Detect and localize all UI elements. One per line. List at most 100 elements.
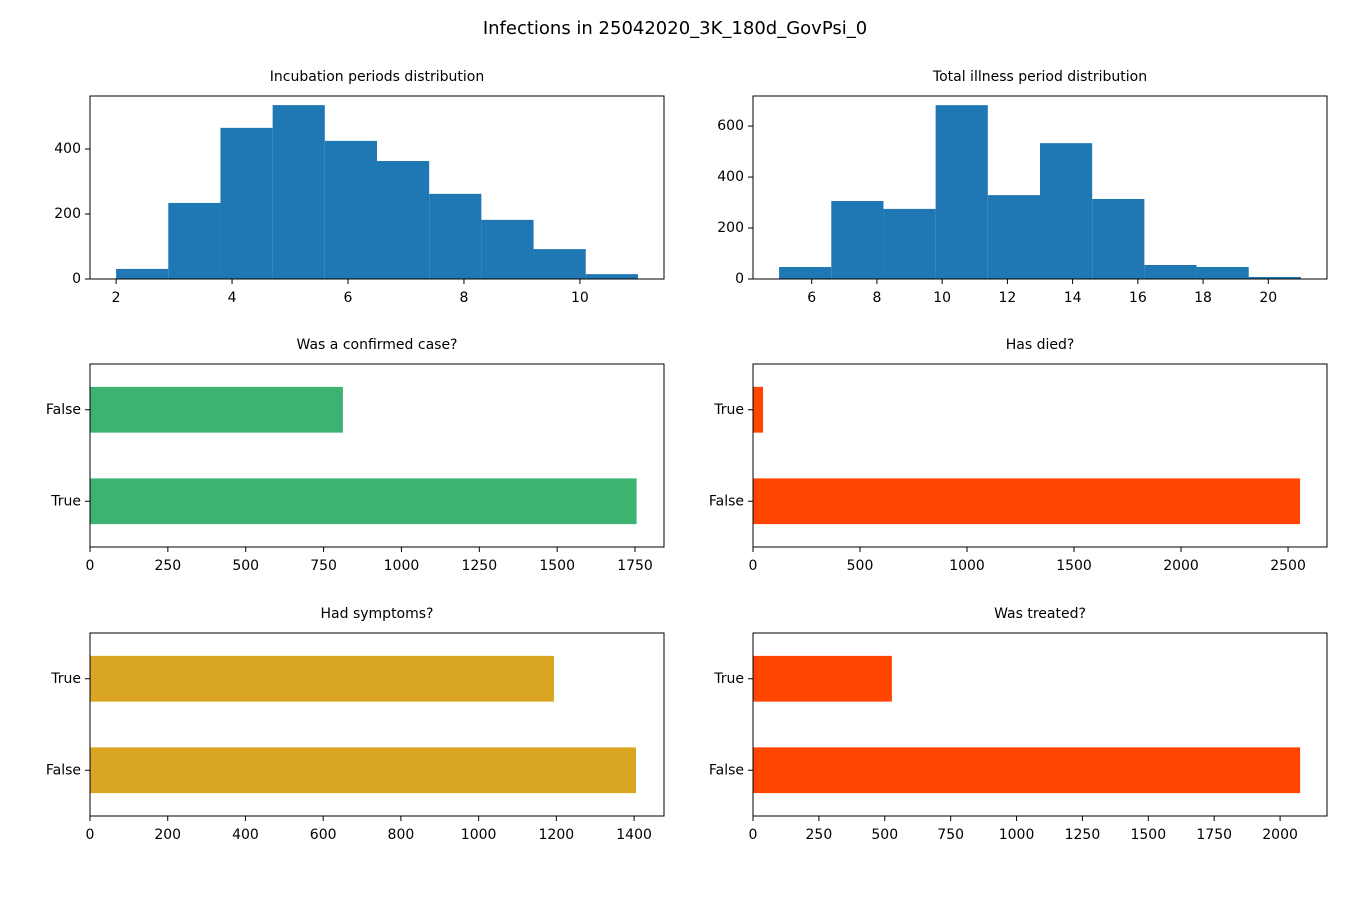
x-tick-label: 2500 [1270, 558, 1306, 574]
x-tick-label: 250 [806, 827, 833, 843]
histogram-bar [883, 208, 936, 279]
x-tick-label: 0 [749, 827, 758, 843]
histogram-bar [116, 268, 169, 279]
x-tick-label: 1000 [461, 827, 497, 843]
x-tick-label: 10 [933, 290, 951, 306]
y-tick-label: 200 [717, 220, 744, 236]
bar [90, 478, 637, 525]
histogram-bar [1040, 143, 1093, 279]
x-tick-label: 8 [872, 290, 881, 306]
x-tick-label: 800 [388, 827, 415, 843]
x-tick-label: 16 [1129, 290, 1147, 306]
y-tick-label: 600 [717, 118, 744, 134]
x-tick-label: 6 [344, 290, 353, 306]
x-tick-label: 1200 [539, 827, 575, 843]
histogram-bar [533, 249, 586, 279]
bar [90, 655, 555, 702]
bar [90, 386, 343, 433]
y-tick-label: 200 [54, 206, 81, 222]
figure-title: Infections in 25042020_3K_180d_GovPsi_0 [483, 18, 867, 39]
x-tick-label: 0 [86, 827, 95, 843]
y-tick-label: False [709, 493, 744, 509]
x-tick-label: 1250 [461, 558, 497, 574]
subplot-title: Had symptoms? [321, 606, 434, 622]
histogram-bar [987, 195, 1040, 279]
histogram-bar [1196, 267, 1249, 279]
histogram-bar [220, 127, 273, 279]
x-tick-label: 2000 [1163, 558, 1199, 574]
bar [753, 655, 892, 702]
x-tick-label: 750 [310, 558, 337, 574]
y-tick-label: True [713, 671, 744, 687]
subplot-title: Was treated? [994, 606, 1086, 622]
x-tick-label: 10 [571, 290, 589, 306]
x-tick-label: 1000 [999, 827, 1035, 843]
y-tick-label: 400 [717, 169, 744, 185]
x-tick-label: 0 [749, 558, 758, 574]
bar [753, 478, 1301, 525]
axes-frame [89, 363, 665, 548]
bar [753, 747, 1301, 794]
histogram-bar [168, 202, 221, 279]
x-tick-label: 6 [807, 290, 816, 306]
subplot-title: Incubation periods distribution [270, 69, 484, 85]
x-tick-label: 2000 [1262, 827, 1298, 843]
subplot-title: Has died? [1006, 337, 1075, 353]
histogram-bar [831, 201, 884, 279]
axes-frame [752, 95, 1328, 280]
x-tick-label: 1400 [616, 827, 652, 843]
axes-frame [752, 363, 1328, 548]
x-tick-label: 500 [232, 558, 259, 574]
y-tick-label: False [709, 762, 744, 778]
x-tick-label: 2 [112, 290, 121, 306]
axes-frame [89, 95, 665, 280]
x-tick-label: 1000 [949, 558, 985, 574]
histogram-bar [324, 140, 377, 279]
x-tick-label: 1250 [1065, 827, 1101, 843]
subplot-title: Was a confirmed case? [297, 337, 458, 353]
x-tick-label: 1500 [1056, 558, 1092, 574]
axes-frame [89, 632, 665, 817]
x-tick-label: 200 [154, 827, 181, 843]
bar [90, 747, 637, 794]
x-tick-label: 14 [1064, 290, 1082, 306]
subplot-title: Total illness period distribution [932, 69, 1147, 85]
y-tick-label: False [46, 762, 81, 778]
x-tick-label: 500 [871, 827, 898, 843]
x-tick-label: 18 [1194, 290, 1212, 306]
x-tick-label: 12 [998, 290, 1016, 306]
histogram-bar [272, 105, 325, 279]
histogram-bar [481, 219, 534, 279]
y-tick-label: 400 [54, 141, 81, 157]
x-tick-label: 1000 [384, 558, 420, 574]
histogram-bar [585, 274, 638, 279]
histogram-bar [1092, 198, 1145, 279]
y-tick-label: True [50, 671, 81, 687]
x-tick-label: 8 [460, 290, 469, 306]
x-tick-label: 250 [154, 558, 181, 574]
axes-frame [752, 632, 1328, 817]
x-tick-label: 1750 [1196, 827, 1232, 843]
x-tick-label: 20 [1259, 290, 1277, 306]
bar [753, 386, 764, 433]
x-tick-label: 750 [937, 827, 964, 843]
x-tick-label: 1750 [617, 558, 653, 574]
y-tick-label: True [50, 493, 81, 509]
histogram-bar [1248, 276, 1301, 279]
y-tick-label: True [713, 402, 744, 418]
x-tick-label: 400 [232, 827, 259, 843]
y-tick-label: False [46, 402, 81, 418]
histogram-bar [1144, 264, 1197, 279]
histogram-bar [377, 161, 430, 279]
histogram-bar [779, 267, 832, 279]
y-tick-label: 0 [72, 271, 81, 287]
y-tick-label: 0 [735, 271, 744, 287]
histogram-bar [935, 105, 988, 280]
x-tick-label: 600 [310, 827, 337, 843]
histogram-bar [429, 193, 482, 279]
x-tick-label: 1500 [1130, 827, 1166, 843]
x-tick-label: 4 [228, 290, 237, 306]
x-tick-label: 0 [86, 558, 95, 574]
x-tick-label: 1500 [539, 558, 575, 574]
